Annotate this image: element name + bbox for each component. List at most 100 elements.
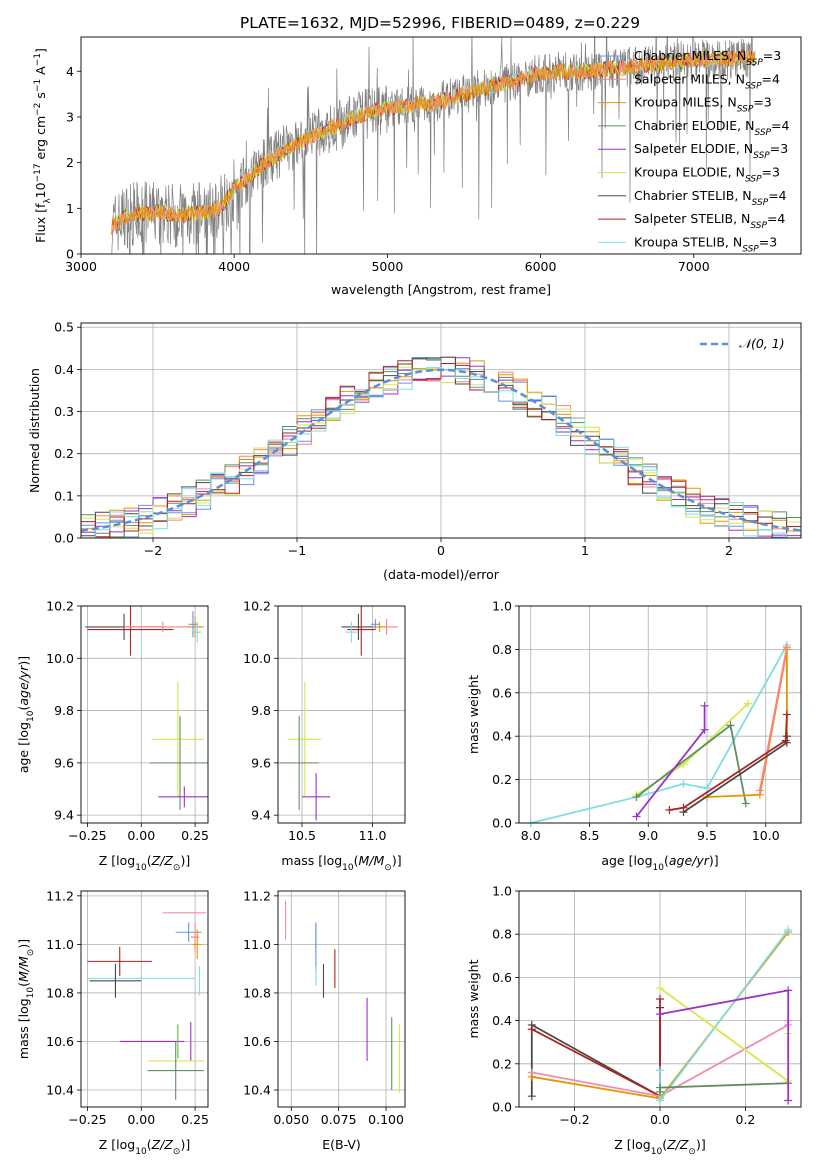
tick-label-x: 9.5 <box>697 828 717 843</box>
legend-entry: Kroupa STELIB, NSSP=3 <box>598 234 777 254</box>
tick-label-y: 10.6 <box>243 1034 271 1049</box>
tick-label-y: 0.4 <box>54 362 74 377</box>
error-point <box>287 681 322 797</box>
error-point <box>152 681 204 797</box>
error-point <box>188 611 198 638</box>
label-part: =3 <box>763 48 781 63</box>
label-part: =4 <box>767 211 785 226</box>
series-kroupa-miles <box>703 645 791 801</box>
series-line <box>759 647 788 791</box>
tick-label-x: 10.0 <box>752 828 780 843</box>
label-part: M/M <box>16 956 31 982</box>
label-part: =4 <box>762 71 780 86</box>
plot-frame <box>80 890 209 1108</box>
error-point <box>345 621 358 643</box>
tick-label-y: 0.1 <box>54 488 74 503</box>
label-part: Z [log <box>99 1137 135 1152</box>
tick-label-y: 9.4 <box>251 808 271 823</box>
label-part: Salpeter MILES, N <box>634 71 745 86</box>
error-point <box>192 621 202 643</box>
label-part: s <box>33 92 48 103</box>
y-axis-label: mass weight <box>466 675 481 754</box>
series-line <box>531 999 661 1098</box>
tick-label-y: 10.2 <box>243 599 271 614</box>
plot-frame <box>518 890 802 1108</box>
tick-label-y: 0.3 <box>54 404 74 419</box>
panel-weight-vs-age: 8.0 8.5 9.0 9.5 10.0 0.0 0.2 0.4 0.6 0.8 1.0 age [l… <box>466 599 802 873</box>
tick-label-y: 4 <box>66 64 74 79</box>
label-part: mass [log <box>281 853 342 868</box>
series-marker <box>656 995 664 1003</box>
label-part: )] <box>16 656 31 666</box>
plot-frame <box>80 36 802 255</box>
tick-label-x: 2 <box>725 543 733 558</box>
label-part: ( <box>662 1137 667 1152</box>
tick-label-x: 0.100 <box>368 1112 404 1127</box>
tick-label-y: 0.6 <box>492 685 512 700</box>
label-part: )] <box>392 853 402 868</box>
series-marker <box>527 1072 536 1081</box>
tick-label-y: 0.8 <box>492 927 512 942</box>
legend-entry: 𝒩(0, 1) <box>700 336 785 351</box>
label-part: =3 <box>762 165 780 180</box>
error-point <box>192 929 202 959</box>
label-part: ( <box>664 853 669 868</box>
x-axis-label: Z [log10(Z/Z⊙)] <box>99 853 190 873</box>
y-axis-label: Flux [fλ10−17 erg cm−2 s−1 A−1] <box>33 48 53 243</box>
tick-label-x: −0.2 <box>559 1112 589 1127</box>
error-point <box>372 621 387 633</box>
tick-label-y: 10.2 <box>46 599 74 614</box>
label-part: ( <box>354 853 359 868</box>
legend-entry: Kroupa ELODIE, NSSP=3 <box>598 165 780 185</box>
label-part: Salpeter ELODIE, N <box>634 141 753 156</box>
label-part: =4 <box>771 118 789 133</box>
label-part: SSP <box>742 244 759 254</box>
legend-entry: Chabrier ELODIE, NSSP=4 <box>598 118 789 138</box>
panel-spectrum: 3000 4000 5000 6000 7000 0 1 2 3 4 wavelength [Ang… <box>33 36 802 297</box>
tick-label-x: −0.25 <box>68 828 106 843</box>
plot-frame <box>518 605 802 824</box>
label-part: Flux [f <box>33 203 48 243</box>
series-marker <box>632 812 641 821</box>
label-part: age/yr <box>16 665 31 706</box>
tick-label-y: 0.5 <box>54 320 74 335</box>
series-line <box>659 929 789 1104</box>
label-part: ( <box>16 982 31 987</box>
error-point <box>279 715 319 810</box>
legend-label: Chabrier ELODIE, NSSP=4 <box>634 118 789 138</box>
data-spectrum-line <box>111 37 756 254</box>
plot-frame <box>277 605 406 824</box>
label-part: 10 <box>653 863 665 873</box>
error-point <box>371 619 380 630</box>
legend-entry: Kroupa MILES, NSSP=3 <box>598 95 772 115</box>
x-axis-label: (data-model)/error <box>383 567 500 582</box>
label-part: 10 <box>135 1147 147 1157</box>
label-part: ⊙ <box>26 949 36 957</box>
label-part: mass [log <box>16 998 31 1059</box>
tick-label-y: 0.0 <box>492 816 512 831</box>
series-kroupa-stelib <box>656 925 793 1105</box>
label-part: 10 <box>651 1147 663 1157</box>
label-part: =3 <box>759 234 777 249</box>
plot-frame <box>277 890 406 1108</box>
label-part: Z/Z <box>151 853 174 868</box>
label-part: )] <box>180 1137 190 1152</box>
tick-label-y: 9.6 <box>251 755 271 770</box>
error-point <box>341 613 376 640</box>
legend-label: Kroupa STELIB, NSSP=3 <box>634 234 777 254</box>
y-axis-label: mass [log10(M/M⊙)] <box>16 939 36 1059</box>
legend-label: Kroupa ELODIE, NSSP=3 <box>634 165 780 185</box>
series-kroupa-stelib <box>526 641 791 827</box>
label-part: ⊙ <box>688 1147 696 1157</box>
x-axis-label: age [log10(age/yr)] <box>601 853 718 873</box>
tick-label-y: 0.4 <box>492 729 512 744</box>
label-part: age/yr <box>669 853 710 868</box>
tick-label-x: 3000 <box>65 259 97 274</box>
label-part: −2 <box>33 103 43 116</box>
y-axis-label: age [log10(age/yr)] <box>16 656 36 773</box>
tick-label-x: 0.075 <box>321 1112 357 1127</box>
label-part: =3 <box>753 95 771 110</box>
legend-label: Kroupa MILES, NSSP=3 <box>634 95 772 115</box>
label-part: ⊙ <box>384 863 392 873</box>
label-part: ( <box>147 1137 152 1152</box>
